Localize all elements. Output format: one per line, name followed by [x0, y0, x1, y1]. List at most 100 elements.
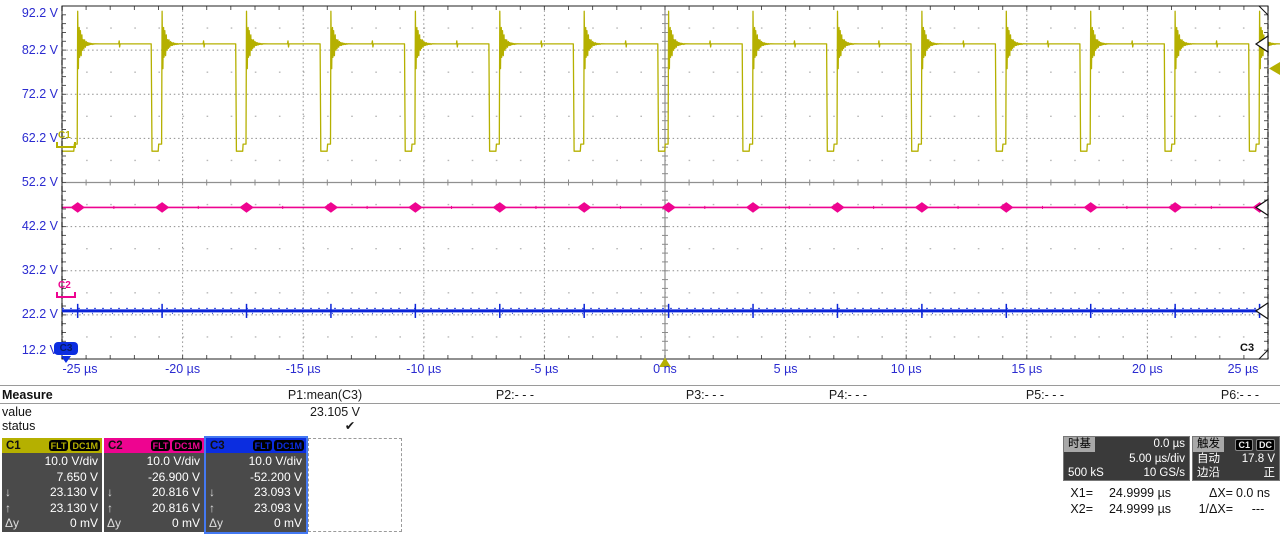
channel-scale: 10.0 V/div: [248, 454, 302, 468]
cursor-edge-marker-bottom: [1257, 348, 1269, 360]
timebase-sample-rate: 10 GS/s: [1143, 467, 1185, 479]
measure-p5-label[interactable]: P5:- - -: [1025, 388, 1065, 402]
channel-offset: -26.900 V: [147, 469, 200, 484]
row-symbol: ↓: [209, 485, 215, 499]
cursor-trace-marker[interactable]: [1254, 198, 1269, 217]
row-symbol: Δy: [5, 516, 20, 530]
cursor-inv-dx-value: ---: [1251, 502, 1265, 516]
waveform-plot-area[interactable]: [0, 0, 1280, 382]
x-axis-label: 15 µs: [1011, 362, 1043, 376]
measure-p6-label[interactable]: P6:- - -: [1220, 388, 1260, 402]
active-channel-axis-label: C3: [1238, 342, 1257, 355]
channel-descriptor-c1[interactable]: C1 FLT DC1M 10.0 V/div 7.650 V ↓ 23.130 V ↑ 23.1…: [2, 438, 102, 532]
row-symbol: ↑: [5, 500, 11, 515]
timebase-scale: 5.00 µs/div: [1129, 453, 1185, 465]
coupling-badge: DC1M: [70, 440, 100, 451]
x-axis-label: 10 µs: [890, 362, 922, 376]
x-axis-label: -25 µs: [62, 362, 98, 376]
trace-c2-bumps: [70, 202, 1267, 213]
y-axis-label: 62.2 V: [21, 130, 58, 145]
trace-c1: [62, 10, 1280, 152]
channel-scale: 10.0 V/div: [146, 454, 200, 468]
row-symbol: ↑: [209, 500, 215, 515]
y-axis-label: 72.2 V: [21, 86, 58, 101]
cursor-max-value: 20.816 V: [151, 500, 200, 515]
trigger-level-marker[interactable]: [1269, 62, 1280, 75]
channel-descriptor-c2[interactable]: C2 FLT DC1M 10.0 V/div -26.900 V ↓ 20.816 V ↑ 20…: [104, 438, 204, 532]
trigger-type: 边沿: [1197, 467, 1220, 479]
channel-scale: 10.0 V/div: [44, 454, 98, 468]
channel-id-label: C2: [108, 439, 123, 452]
y-axis-label: 12.2 V: [21, 342, 58, 357]
cursor-readout: X1= 24.9999 µs ΔX= 0.0 ns X2= 24.9999 µs…: [1060, 485, 1280, 517]
trigger-title: 触发: [1193, 437, 1224, 452]
measure-p2-label[interactable]: P2:- - -: [495, 388, 535, 402]
cursor-max-value: 23.093 V: [253, 500, 302, 515]
x-axis-label: -5 µs: [530, 362, 559, 376]
measure-divider-top: [0, 385, 1280, 386]
channel-offset: 7.650 V: [56, 469, 98, 484]
cursor-min-value: 23.093 V: [253, 485, 302, 499]
channel-descriptor-c3[interactable]: C3 FLT DC1M 10.0 V/div -52.200 V ↓ 23.093 V ↑ 23…: [204, 436, 308, 534]
channel-marker-bracket: [56, 292, 76, 298]
x-axis-label: 5 µs: [773, 362, 798, 376]
trigger-mode: 自动: [1197, 453, 1220, 465]
cursor-x1-value: 24.9999 µs: [1108, 486, 1172, 500]
x-axis-label: -15 µs: [285, 362, 321, 376]
measure-value-row-label: value: [2, 405, 32, 419]
cursor-min-value: 20.816 V: [151, 485, 200, 499]
cursor-min-value: 23.130 V: [49, 485, 98, 499]
row-symbol: ↑: [107, 500, 113, 515]
x-axis-label: 25 µs: [1227, 362, 1259, 376]
x-axis-label: 0 ns: [653, 362, 677, 376]
measure-divider-header: [0, 403, 1280, 404]
row-symbol: ↓: [107, 485, 113, 499]
trigger-coupling-badge: DC: [1256, 438, 1275, 451]
x-axis-label: -10 µs: [406, 362, 442, 376]
filter-badge: FLT: [150, 440, 171, 451]
channel-offset: -52.200 V: [249, 469, 302, 484]
channel-marker-c3[interactable]: C3: [54, 342, 78, 355]
y-axis-label: 22.2 V: [21, 307, 58, 322]
trigger-descriptor-box[interactable]: 触发 C1 DC 自动 17.8 V 边沿 正: [1192, 436, 1280, 481]
y-axis-label: 42.2 V: [21, 219, 58, 234]
cursor-delta-y: 0 mV: [273, 516, 302, 530]
timebase-delay: 0.0 µs: [1153, 438, 1185, 450]
measure-p4-label[interactable]: P4:- - -: [828, 388, 868, 402]
empty-trace-slot[interactable]: [308, 438, 402, 532]
grid-lines: [61, 5, 1269, 360]
row-symbol: Δy: [209, 516, 224, 530]
channel-marker-c2[interactable]: C2: [58, 280, 71, 291]
cursor-dx-label: ΔX=: [1209, 486, 1233, 500]
measure-status-row-label: status: [2, 419, 36, 433]
cursor-trace-marker[interactable]: [1254, 301, 1269, 321]
cursor-edge-marker-top: [1257, 5, 1269, 17]
trigger-time-marker[interactable]: [659, 357, 671, 368]
trigger-source-badge: C1: [1235, 438, 1253, 451]
filter-badge: FLT: [252, 440, 273, 451]
cursor-delta-y: 0 mV: [171, 516, 200, 530]
channel-id-label: C1: [6, 439, 21, 452]
x-axis-label: -20 µs: [165, 362, 201, 376]
timebase-descriptor-box[interactable]: 时基 0.0 µs 5.00 µs/div 500 kS 10 GS/s: [1063, 436, 1190, 481]
measure-p1-value: 23.105 V: [309, 405, 361, 419]
cursor-trace-marker[interactable]: [1254, 34, 1269, 54]
y-axis-label: 52.2 V: [21, 175, 58, 189]
cursor-inv-dx-label: 1/ΔX=: [1198, 502, 1233, 516]
channel-marker-c1[interactable]: C1: [58, 130, 71, 141]
cursor-dx-value: 0.0 ns: [1236, 486, 1271, 500]
measure-p3-label[interactable]: P3:- - -: [685, 388, 725, 402]
timebase-title: 时基: [1064, 437, 1095, 452]
measure-title: Measure: [2, 388, 53, 402]
coupling-badge: DC1M: [274, 440, 304, 451]
measure-p1-label[interactable]: P1:mean(C3): [287, 388, 363, 402]
timebase-samples: 500 kS: [1068, 467, 1104, 479]
y-axis-label: 32.2 V: [21, 263, 58, 278]
coupling-badge: DC1M: [172, 440, 202, 451]
filter-badge: FLT: [48, 440, 69, 451]
cursor-x2-value: 24.9999 µs: [1108, 502, 1172, 516]
cursor-x2-label: X2=: [1070, 502, 1093, 516]
trace-c3-spikes: [76, 303, 1261, 318]
y-axis-label: 82.2 V: [21, 42, 58, 57]
